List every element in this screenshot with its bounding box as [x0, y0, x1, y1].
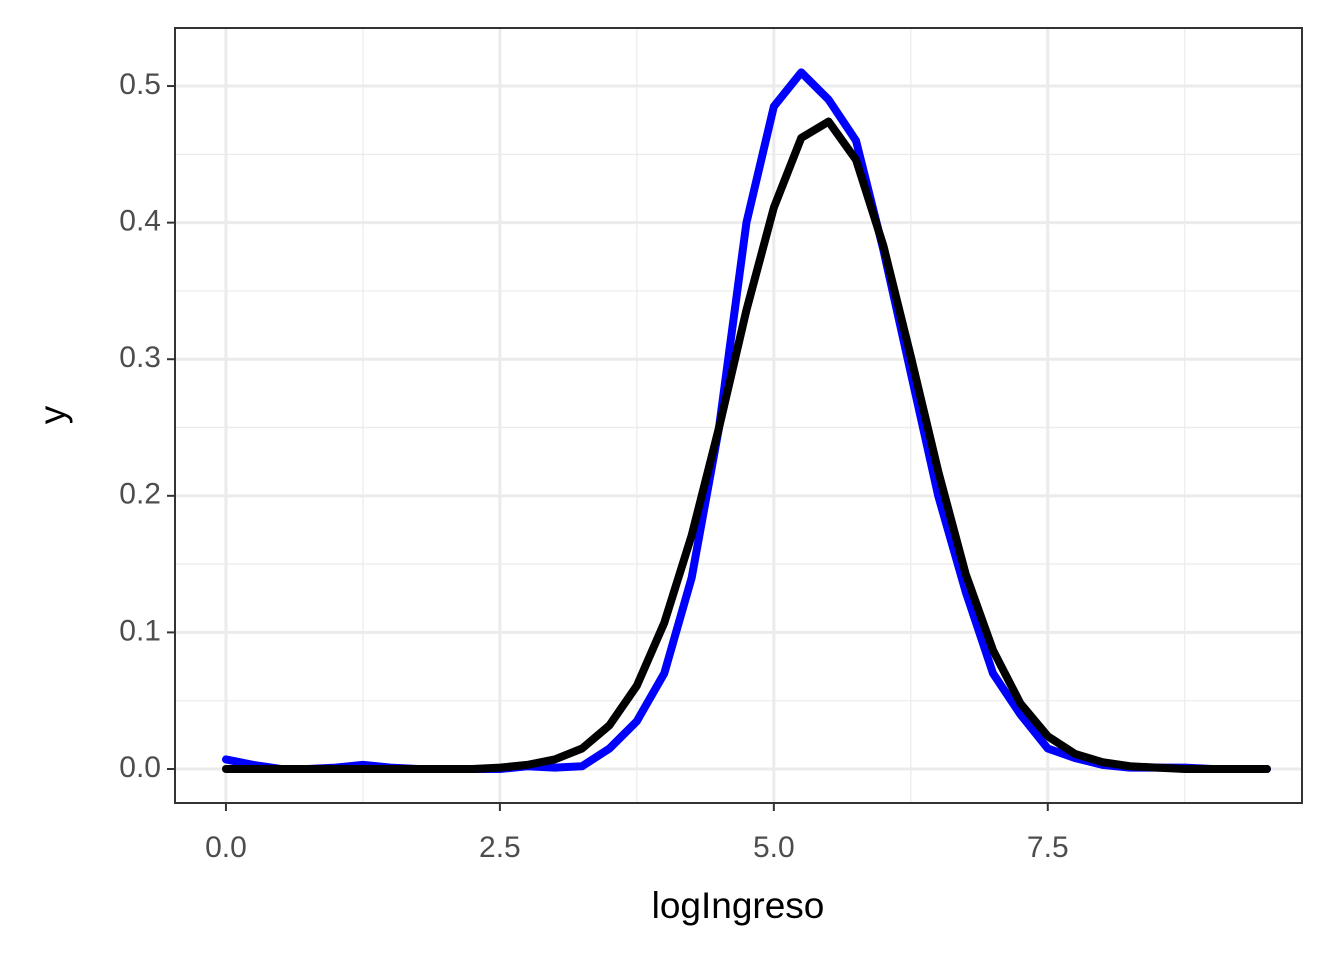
y-tick-label: 0.2 — [119, 478, 161, 511]
x-tick-label: 5.0 — [753, 831, 795, 864]
y-tick-label: 0.4 — [119, 205, 161, 238]
x-tick-label: 2.5 — [479, 831, 521, 864]
x-tick-label: 0.0 — [205, 831, 247, 864]
x-axis-label: logIngreso — [652, 885, 825, 926]
lines — [221, 68, 1271, 773]
y-axis-label: y — [32, 405, 73, 424]
y-tick-label: 0.5 — [119, 68, 161, 101]
panel-border — [174, 27, 1303, 804]
x-tick-label: 7.5 — [1027, 831, 1069, 864]
y-tick-label: 0.3 — [119, 341, 161, 374]
line-series — [221, 117, 1271, 773]
y-tick-label: 0.0 — [119, 751, 161, 784]
y-tick-label: 0.1 — [119, 614, 161, 647]
